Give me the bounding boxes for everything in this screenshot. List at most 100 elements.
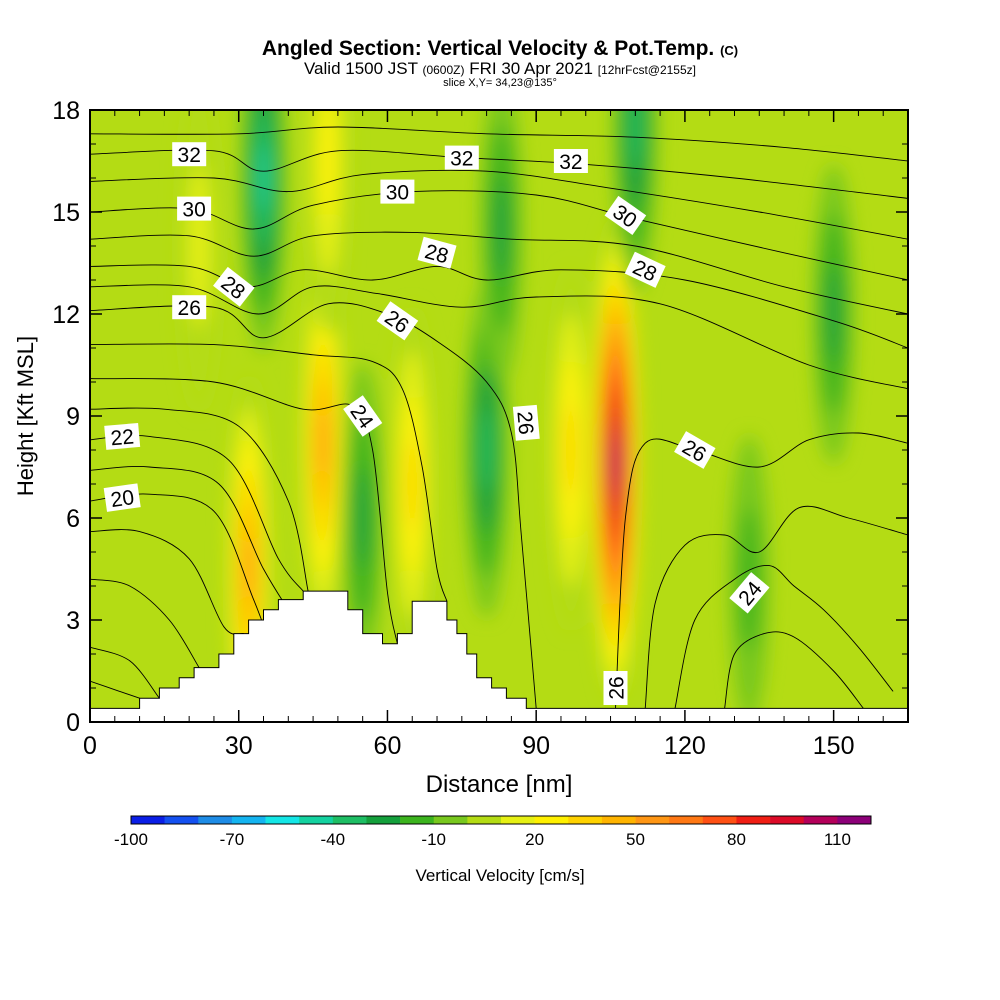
contour-label-text: 26	[178, 297, 201, 320]
colorbar-swatch	[433, 816, 468, 824]
y-axis-label: Height [Kft MSL]	[13, 336, 38, 496]
colorbar: -100 -70 -40 -10 20 50 80 110	[114, 815, 872, 849]
theta-contour-23	[90, 407, 309, 592]
theta-contour-21	[90, 466, 289, 611]
colorbar-swatch	[467, 816, 502, 824]
colorbar-swatch	[265, 816, 300, 824]
colorbar-swatch	[332, 816, 367, 824]
contour-label-text: 30	[386, 182, 409, 205]
y-tick-label: 12	[52, 301, 80, 329]
velocity-cell-5-3	[320, 110, 336, 219]
contour-label-20: 20	[103, 483, 141, 512]
theta-contour-24	[674, 565, 894, 709]
theta-contour-25	[644, 505, 908, 709]
velocity-cell-13-3	[494, 177, 509, 281]
contour-label-text: 20	[109, 486, 135, 512]
y-tick-label: 9	[66, 403, 80, 431]
colorbar-label: Vertical Velocity [cm/s]	[415, 866, 584, 885]
contour-label-32: 32	[172, 142, 207, 167]
contour-label-text: 32	[559, 151, 582, 174]
colorbar-swatch	[231, 816, 266, 824]
contour-label-text: 30	[182, 199, 205, 222]
theta-contour-32	[90, 149, 908, 199]
velocity-cell-2-6	[244, 536, 253, 602]
valid-time-line: Valid 1500 JST (0600Z) FRI 30 Apr 2021 […	[303, 59, 696, 78]
colorbar-swatch	[299, 816, 334, 824]
velocity-cell-3-6	[319, 410, 327, 476]
colorbar-tick-label: -10	[421, 830, 446, 849]
colorbar-swatch	[601, 816, 636, 824]
colorbar-swatch	[669, 816, 704, 824]
x-tick-label: 150	[813, 732, 855, 760]
contour-label-30: 30	[380, 179, 415, 205]
colorbar-swatch	[366, 816, 401, 824]
contour-label-text: 26	[512, 410, 537, 435]
chart-title: Angled Section: Vertical Velocity & Pot.…	[261, 37, 739, 60]
velocity-cell-0-12	[613, 443, 618, 484]
theta-contour-27	[90, 284, 908, 390]
colorbar-swatch	[400, 816, 435, 824]
contour-label-32: 32	[553, 149, 588, 174]
theta-contour-31	[90, 169, 908, 240]
slice-info: slice X,Y= 34,23@135°	[443, 77, 557, 89]
contour-label-26: 26	[603, 671, 629, 705]
contour-label-text: 26	[606, 676, 629, 699]
theta-contour-18	[90, 578, 200, 668]
colorbar-swatch	[501, 816, 535, 824]
velocity-cell-7-3	[355, 466, 370, 570]
theta-contour-26	[90, 302, 537, 709]
colorbar-swatch	[568, 816, 603, 824]
x-tick-label: 90	[522, 732, 550, 760]
colorbar-swatch	[770, 816, 805, 824]
colorbar-tick-label: 20	[525, 830, 544, 849]
y-tick-label: 18	[52, 97, 80, 125]
theta-contour-17	[90, 646, 160, 699]
y-tick-label: 3	[66, 607, 80, 635]
x-tick-label: 0	[83, 732, 97, 760]
colorbar-tick-label: -70	[220, 830, 245, 849]
terrain	[89, 590, 909, 723]
x-axis-label: Distance [nm]	[426, 771, 573, 798]
theta-contour-29	[90, 231, 908, 315]
colorbar-tick-label: -100	[114, 830, 148, 849]
theta-contour-23	[724, 631, 864, 709]
contour-label-text: 32	[450, 148, 473, 171]
x-tick-label: 60	[374, 732, 402, 760]
colorbar-swatch	[736, 816, 771, 824]
theta-contour-25	[90, 343, 448, 602]
colorbar-swatch	[198, 816, 233, 824]
contour-label-28: 28	[417, 236, 457, 269]
colorbar-tick-label: 110	[824, 830, 851, 849]
y-tick-label: 15	[52, 199, 80, 227]
x-tick-label: 30	[225, 732, 253, 760]
axes: 0 30 60 90 120 150 0 3 6 9 12 15 18	[52, 97, 908, 760]
contour-label-26: 26	[172, 295, 207, 320]
colorbar-tick-label: 50	[626, 830, 645, 849]
colorbar-swatch	[702, 816, 737, 824]
velocity-cell-12-3	[826, 264, 841, 364]
velocity-cell-9-5	[259, 143, 269, 213]
contour-label-30: 30	[177, 196, 212, 222]
colorbar-swatch	[837, 816, 872, 824]
y-tick-label: 6	[66, 505, 80, 533]
contour-label-text: 32	[178, 144, 201, 167]
colorbar-frame	[130, 815, 872, 825]
colorbar-swatch	[131, 816, 165, 824]
velocity-cell-1-4	[565, 404, 577, 496]
contour-label-22: 22	[104, 422, 141, 450]
colorbar-swatch	[164, 816, 199, 824]
velocity-cell-8-4	[481, 408, 493, 492]
y-tick-label: 0	[66, 709, 80, 737]
contour-label-26: 26	[512, 404, 540, 441]
velocity-cell-10-4	[629, 110, 641, 169]
contour-label-text: 22	[110, 425, 135, 450]
colorbar-tick-label: -40	[321, 830, 346, 849]
colorbar-swatch	[534, 816, 569, 824]
x-tick-label: 120	[664, 732, 706, 760]
colorbar-swatch	[803, 816, 838, 824]
theta-contour-19	[90, 529, 244, 635]
theta-contour-30	[90, 190, 908, 281]
